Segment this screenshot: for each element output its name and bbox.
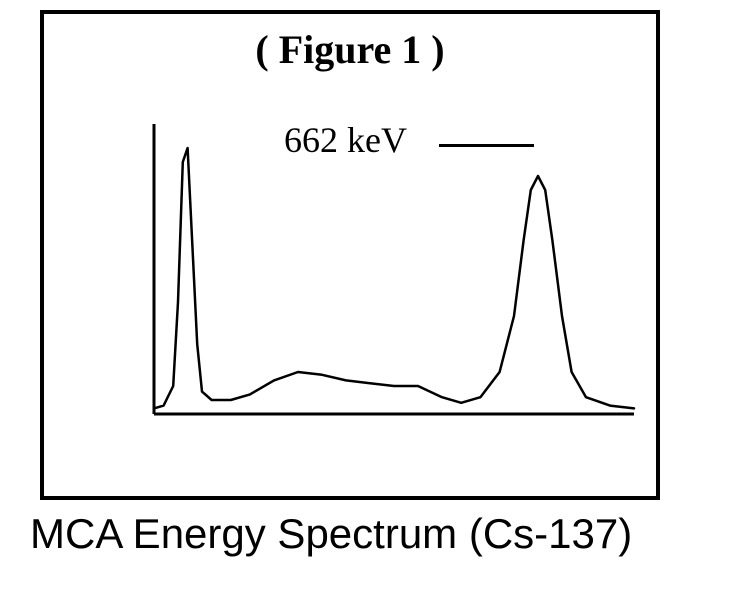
spectrum-chart xyxy=(144,114,644,454)
figure-caption: MCA Energy Spectrum (Cs-137) xyxy=(30,510,632,558)
figure-frame: ( Figure 1 ) 662 keV xyxy=(40,10,660,500)
figure-title: ( Figure 1 ) xyxy=(44,26,656,73)
spectrum-curve xyxy=(154,148,634,408)
